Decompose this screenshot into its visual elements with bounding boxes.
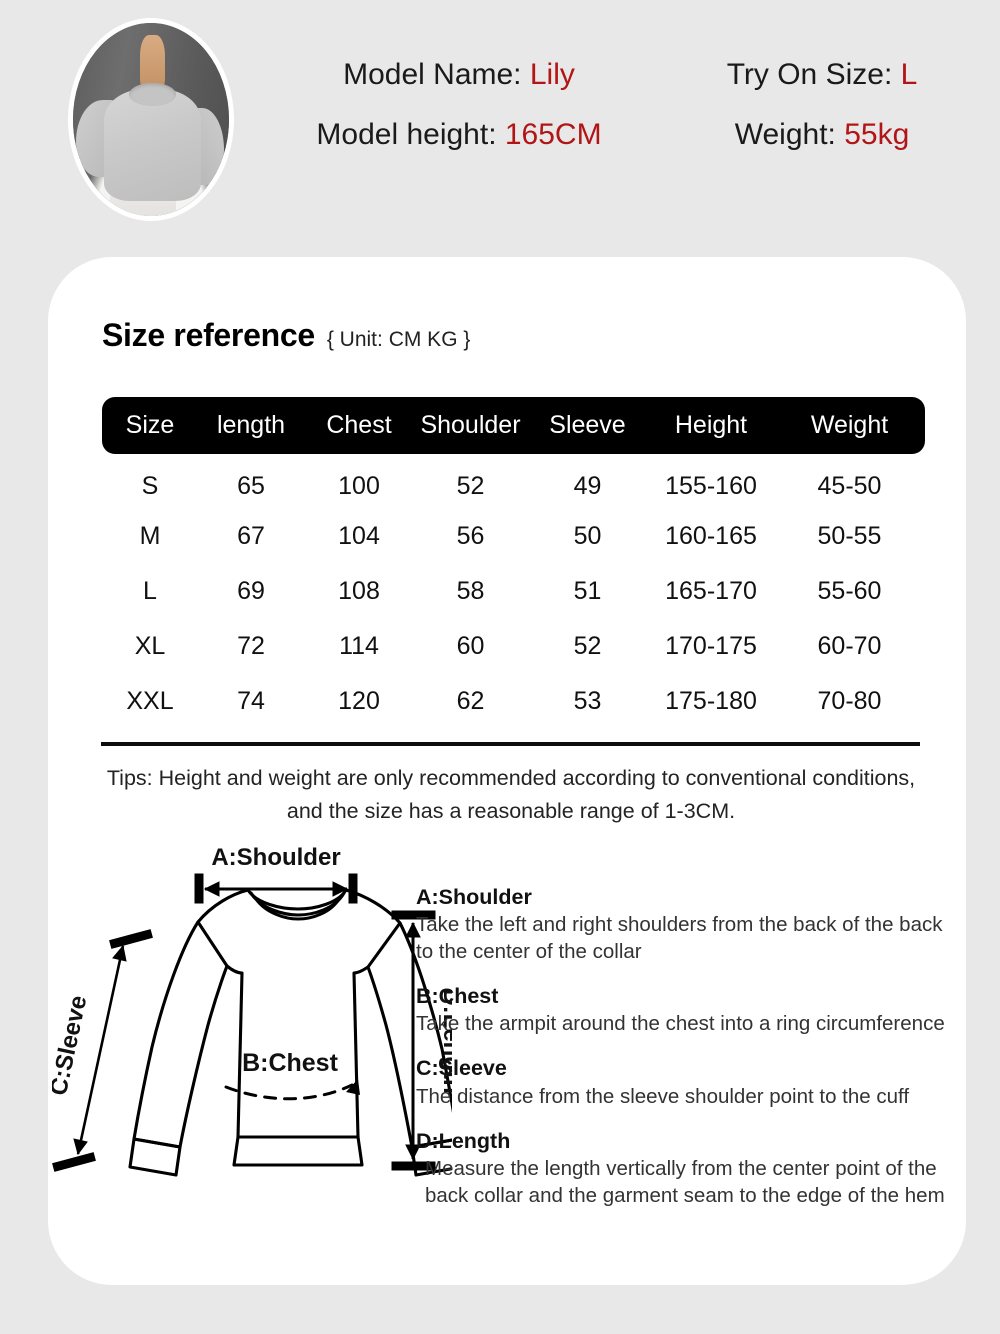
model-weight-value: 55kg	[844, 118, 910, 151]
cell-length: 65	[237, 471, 265, 500]
cell-size: XL	[134, 632, 166, 660]
cell-chest: 104	[338, 522, 380, 550]
cell-size: S	[141, 471, 159, 500]
cell-shoulder: 62	[456, 687, 485, 715]
cell-length: 69	[237, 577, 265, 605]
cell-chest: 120	[338, 687, 380, 715]
model-height-value: 165CM	[504, 118, 602, 151]
size-reference-heading: Size reference { Unit: CM KG }	[102, 317, 470, 354]
cell-shoulder: 58	[456, 577, 485, 605]
column-header-sleeve: Sleeve	[549, 411, 626, 439]
size-chart-table: Size length Chest Shoulder Sleeve Height…	[102, 397, 925, 729]
measure-title-shoulder: A:Shoulder	[416, 885, 532, 909]
cell-shoulder: 52	[456, 471, 485, 500]
measure-desc-length: Measure the length vertically from the c…	[425, 1157, 945, 1207]
model-weight-label: Weight:	[734, 118, 836, 151]
column-header-length: length	[216, 411, 286, 439]
measure-block-sleeve: C:Sleeve The distance from the sleeve sh…	[416, 1056, 956, 1110]
table-row: XL 72 114 60 52 170-175 60-70	[102, 619, 925, 674]
cell-size: M	[139, 522, 161, 550]
model-photo-icon	[73, 23, 229, 216]
cell-chest: 100	[338, 471, 380, 500]
column-header-chest: Chest	[326, 411, 392, 439]
table-header-row: Size length Chest Shoulder Sleeve Height…	[102, 397, 925, 454]
measure-desc-sleeve: The distance from the sleeve shoulder po…	[416, 1084, 910, 1108]
model-height-row: Model height: 165CM	[258, 120, 660, 150]
diagram-label-sleeve: C:Sleeve	[52, 993, 92, 1098]
model-name-value: Lily	[529, 58, 575, 91]
table-row: XXL 74 120 62 53 175-180 70-80	[102, 674, 925, 729]
measurement-guide-list: A:Shoulder Take the left and right shoul…	[416, 885, 956, 1209]
cell-length: 72	[237, 632, 265, 660]
divider	[101, 742, 920, 746]
cell-sleeve: 49	[573, 471, 602, 500]
measure-desc-shoulder: Take the left and right shoulders from t…	[416, 913, 943, 963]
photo-collar	[129, 82, 176, 106]
cell-chest: 108	[338, 577, 380, 605]
diagram-label-shoulder: A:Shoulder	[211, 847, 340, 871]
cell-sleeve: 52	[573, 632, 602, 660]
size-tips-text: Tips: Height and weight are only recomme…	[106, 766, 916, 823]
measure-title-chest: B:Chest	[416, 983, 499, 1008]
measure-title-sleeve: C:Sleeve	[416, 1056, 507, 1081]
cell-height: 165-170	[665, 577, 757, 605]
model-name-label: Model Name:	[343, 58, 522, 91]
model-name-row: Model Name: Lily	[258, 60, 660, 90]
measure-block-length: D:Length Measure the length vertically f…	[416, 1129, 956, 1209]
try-on-size-value: L	[900, 58, 918, 91]
cell-weight: 50-55	[817, 522, 882, 550]
diagram-label-chest: B:Chest	[242, 1049, 339, 1077]
cell-chest: 114	[339, 632, 379, 660]
cell-height: 160-165	[665, 522, 757, 550]
cell-height: 175-180	[665, 687, 757, 715]
cell-sleeve: 50	[573, 522, 602, 550]
measure-block-chest: B:Chest Take the armpit around the chest…	[416, 984, 956, 1038]
cell-height: 155-160	[665, 471, 757, 500]
model-weight-row: Weight: 55kg	[672, 120, 972, 150]
cell-shoulder: 60	[456, 632, 485, 660]
cell-sleeve: 51	[573, 577, 602, 605]
model-info-banner: Model Name: Lily Model height: 165CM Try…	[0, 0, 1000, 258]
try-on-size-label: Try On Size:	[726, 58, 893, 91]
page-title: Size reference	[102, 317, 315, 353]
column-header-size: Size	[125, 411, 175, 439]
cell-size: XXL	[126, 687, 174, 715]
avatar	[68, 18, 234, 221]
photo-sweatshirt-body	[104, 88, 201, 201]
crewneck-sweatshirt-outline-icon: B:Chest A:Shoulder D:Length	[52, 847, 452, 1177]
cell-length: 74	[237, 687, 265, 715]
cell-weight: 70-80	[817, 687, 882, 715]
cell-weight: 55-60	[817, 577, 882, 605]
measure-title-length: D:Length	[416, 1129, 511, 1154]
photo-neck	[140, 34, 166, 93]
column-header-shoulder: Shoulder	[420, 411, 521, 439]
model-info-left-column: Model Name: Lily Model height: 165CM	[258, 60, 660, 150]
model-height-label: Model height:	[316, 118, 497, 151]
model-info-right-column: Try On Size: L Weight: 55kg	[672, 60, 972, 150]
measure-desc-chest: Take the armpit around the chest into a …	[416, 1012, 945, 1036]
table-row: S 65 100 52 49 155-160 45-50	[102, 454, 925, 509]
cell-size: L	[143, 577, 157, 605]
column-header-height: Height	[674, 411, 748, 439]
cell-height: 170-175	[665, 632, 757, 660]
table-row: L 69 108 58 51 165-170 55-60	[102, 564, 925, 619]
measurement-diagram-section: B:Chest A:Shoulder D:Length	[48, 847, 966, 1227]
column-header-weight: Weight	[810, 411, 889, 439]
unit-note: { Unit: CM KG }	[326, 328, 471, 351]
size-reference-card: Size reference { Unit: CM KG } Size leng…	[48, 257, 966, 1285]
diagram-label-length: D:Length	[438, 988, 452, 1093]
table-row: M 67 104 56 50 160-165 50-55	[102, 509, 925, 564]
try-on-size-row: Try On Size: L	[672, 60, 972, 90]
measure-block-shoulder: A:Shoulder Take the left and right shoul…	[416, 885, 956, 965]
cell-sleeve: 53	[573, 687, 602, 715]
cell-length: 67	[237, 522, 265, 550]
cell-weight: 60-70	[817, 632, 882, 660]
table-header-background	[102, 397, 925, 454]
cell-weight: 45-50	[817, 471, 882, 500]
cell-shoulder: 56	[456, 522, 485, 550]
